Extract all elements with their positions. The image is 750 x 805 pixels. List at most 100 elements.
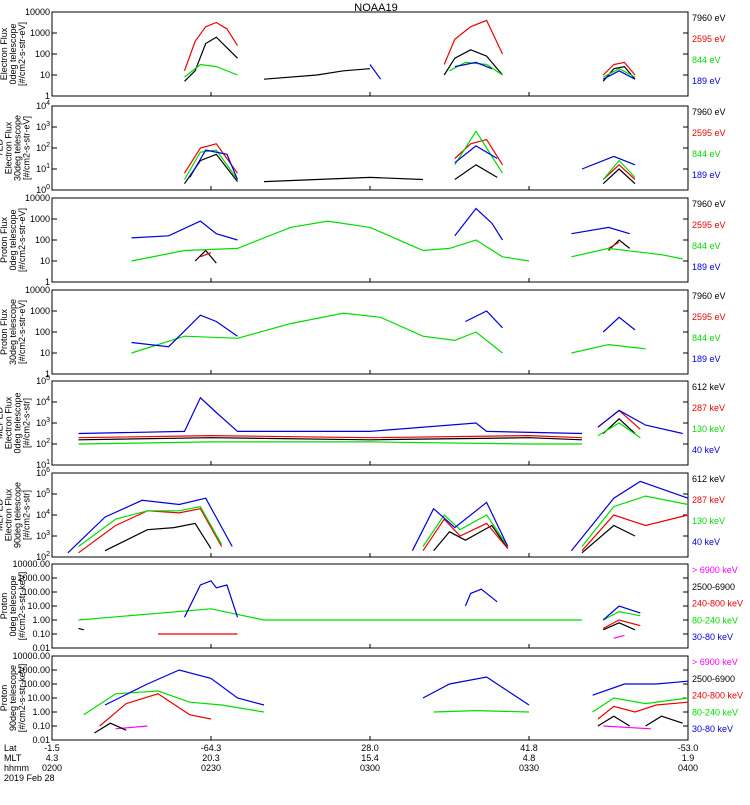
panel-data (183, 19, 636, 82)
series-line (592, 697, 689, 713)
series-line (571, 343, 646, 354)
series-line (608, 241, 620, 249)
series-line (602, 163, 636, 180)
series-line (78, 437, 583, 441)
panel-ted-e-0: 10000 1000 100 10 1 Electron Flux0deg telesco… (0, 7, 726, 101)
y-tick-label: 1.00 (32, 615, 50, 625)
series-line (433, 524, 509, 552)
series-line (602, 610, 641, 621)
series-line (449, 61, 503, 76)
y-tick-label: 100.00 (22, 587, 50, 597)
y-tick-label: 0.01 (32, 643, 50, 653)
y-axis-label-line: 0deg telescope (8, 23, 18, 84)
y-tick-label: 1 (45, 369, 50, 379)
y-tick-label: 10 (40, 348, 50, 358)
series-line (602, 417, 636, 434)
series-line (183, 149, 238, 180)
panel-data (67, 480, 689, 554)
y-axis-label-line: [#/cm2-s-str-eV] (17, 300, 27, 364)
panel-meped-e-0: 105 104 103 102 101 MEPEDElectron Flux0deg te… (0, 375, 725, 470)
series-line (94, 722, 127, 734)
panel-meped-p-90: 10000.00 1000.00 100.00 10.00 1.00 0.10 0.01 Pr… (0, 651, 743, 745)
chart-title: NOAA19 (354, 2, 397, 14)
series-line (454, 145, 498, 164)
y-tick-label: 1 (45, 91, 50, 101)
y-axis-label-line: Electron Flux (0, 27, 9, 80)
panel-frame (51, 11, 689, 97)
y-tick-label: 0.10 (32, 721, 50, 731)
series-line (597, 701, 689, 720)
y-axis-label-line: 30deg telescope (8, 299, 18, 365)
y-tick-label: 105 (36, 488, 50, 499)
y-axis-label-line: Proton Flux (0, 216, 9, 263)
y-tick-label: 103 (36, 121, 50, 132)
x-tick-label: 0230 (201, 763, 221, 773)
panel-frame (51, 380, 689, 466)
y-tick-label: 10000 (25, 285, 50, 295)
legend-entry: 2595 eV (692, 34, 726, 44)
y-axis-label: Proton0deg telescope[#/cm2-s-str-keV] (0, 572, 27, 641)
legend-entry: 612 keV (692, 382, 725, 392)
y-tick-label: 10000.00 (12, 559, 50, 569)
y-axis-label-line: [#/cm2-s-str-eV] (17, 22, 27, 86)
panel-frame (51, 289, 689, 375)
y-axis-label: TEDElectron Flux30deg telescope[#/cm2-s-… (0, 115, 32, 181)
y-axis-label-line: [#/cm2-s-str] (22, 490, 32, 540)
panel-data (131, 310, 646, 354)
series-line (597, 422, 641, 439)
x-tick-label: 4.3 (46, 753, 59, 763)
series-line (570, 480, 689, 552)
y-tick-label: 1000.00 (17, 573, 50, 583)
y-tick-label: 10000 (25, 7, 50, 17)
legend-entry: 189 eV (692, 170, 721, 180)
series-line (184, 36, 238, 82)
legend-entry: 7960 eV (692, 199, 726, 209)
panel-frame (51, 563, 689, 649)
y-axis-label-line: [#/cm2-s-str-keV] (17, 664, 27, 733)
series-line (602, 159, 636, 180)
y-tick-label: 10.00 (27, 693, 50, 703)
panel-ted-p-0: 10000 1000 100 10 1 Proton Flux0deg telescope… (0, 193, 726, 287)
legend-entry: 7960 eV (692, 107, 726, 117)
y-tick-label: 1000 (30, 28, 50, 38)
series-line (571, 247, 683, 260)
series-line (189, 149, 239, 180)
series-line (104, 522, 212, 552)
panel-data (183, 130, 636, 185)
legend-entry: > 6900 keV (692, 657, 738, 667)
series-line (78, 434, 583, 439)
y-axis-label-line: 0deg telescope (8, 209, 18, 270)
y-tick-label: 102 (36, 438, 50, 449)
series-line (433, 709, 530, 713)
series-line (581, 495, 689, 547)
legend-entry: > 6900 keV (692, 565, 738, 575)
y-tick-label: 104 (36, 509, 50, 520)
y-tick-label: 100 (35, 49, 50, 59)
series-line (571, 226, 630, 235)
legend-entry: 2595 eV (692, 312, 726, 322)
y-tick-label: 10 (40, 70, 50, 80)
series-line (597, 409, 641, 430)
series-line (581, 155, 636, 170)
y-tick-label: 102 (36, 142, 50, 153)
series-line (422, 514, 509, 547)
legend-entry: 80-240 keV (692, 615, 738, 625)
series-line (78, 441, 582, 445)
legend-entry: 7960 eV (692, 291, 726, 301)
series-line (200, 252, 212, 258)
legend-entry: 2500-6900 (692, 674, 735, 684)
series-line (131, 312, 503, 354)
series-line (613, 634, 625, 639)
series-line (183, 143, 238, 174)
series-line (581, 524, 636, 554)
y-tick-label: 103 (36, 530, 50, 541)
series-line (263, 176, 424, 183)
series-line (411, 501, 509, 551)
legend-entry: 189 eV (692, 354, 721, 364)
x-tick-label: 15.4 (361, 753, 379, 763)
series-line (78, 396, 583, 435)
legend-entry: 30-80 keV (692, 632, 733, 642)
series-line (67, 497, 233, 554)
y-tick-label: 101 (36, 163, 50, 174)
